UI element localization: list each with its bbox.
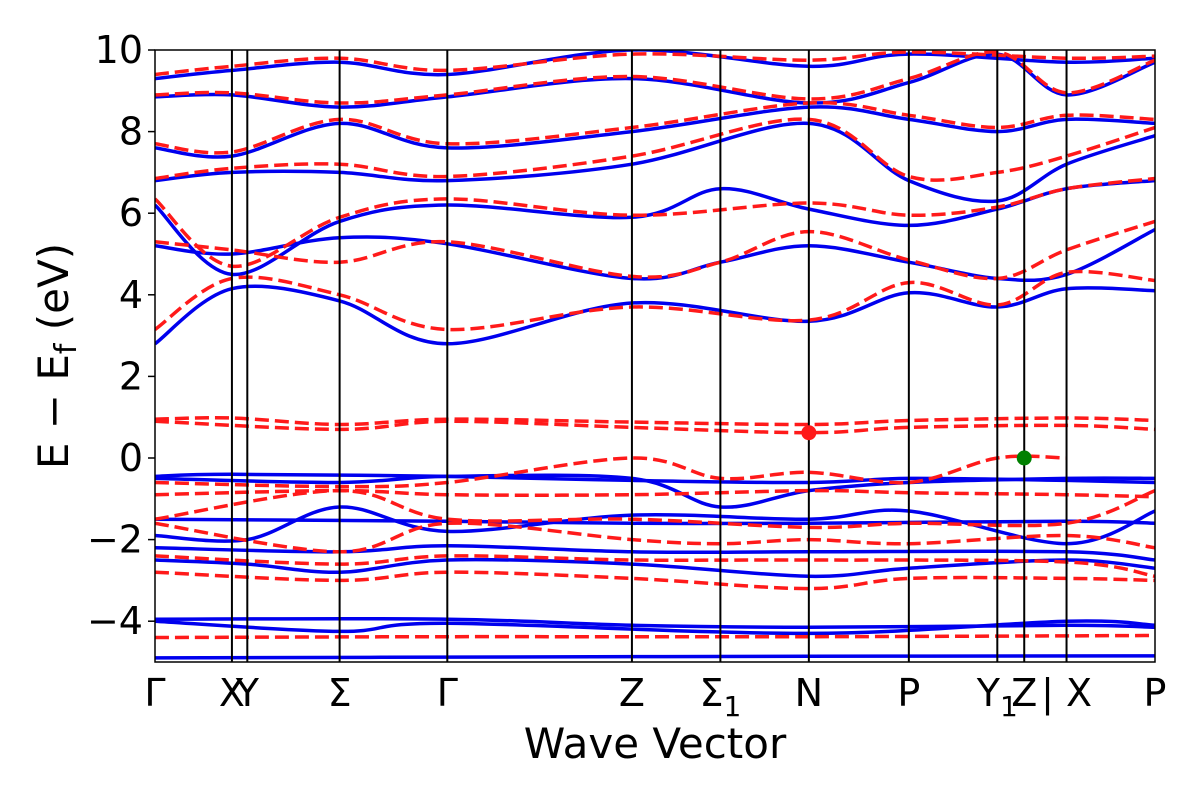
- x-tick-label: Γ: [144, 671, 165, 715]
- x-tick-label: N: [795, 671, 823, 715]
- dashed-band-line-25: [155, 269, 1155, 332]
- x-tick-label: P: [897, 671, 920, 715]
- x-tick-label: X: [219, 671, 245, 715]
- x-tick-label: Y: [235, 671, 260, 715]
- solid-band-line-13: [155, 105, 1155, 159]
- y-tick-label: 2: [119, 354, 143, 398]
- y-tick-label: −2: [87, 518, 143, 562]
- x-tick-label: Σ: [328, 671, 352, 715]
- dashed-band-line-16: [155, 633, 1155, 640]
- band-lines: [155, 50, 1155, 660]
- point-markers: [801, 425, 1032, 466]
- x-tick-label: Σ1: [699, 671, 741, 723]
- dashed-band-line-29: [155, 100, 1155, 155]
- dashed-band-line-19: [155, 521, 1155, 554]
- y-tick-label: 6: [119, 191, 143, 235]
- solid-band-line-9: [155, 284, 1155, 346]
- y-tick-label: 4: [119, 273, 143, 317]
- x-tick-label: Z: [1011, 671, 1037, 715]
- y-axis-label-sub: f: [49, 342, 84, 354]
- x-axis-label: Wave Vector: [524, 719, 787, 768]
- y-ticks: −4 −2 0 2 4 6 8 10: [87, 28, 155, 643]
- x-tick-label: P: [1144, 671, 1167, 715]
- solid-band-line-8: [155, 472, 1155, 485]
- solid-band-line-6: [155, 517, 1155, 526]
- y-tick-label: −4: [87, 599, 143, 643]
- dashed-band-line-28: [155, 117, 1155, 182]
- solid-band-line-2: [155, 619, 1155, 636]
- y-axis-label: E − Ef (eV): [29, 243, 84, 469]
- solid-band-line-5: [155, 505, 1155, 546]
- plot-frame: [154, 49, 1156, 663]
- y-axis-label-unit: (eV): [29, 243, 78, 344]
- x-tick-label: Y1: [976, 671, 1018, 723]
- y-tick-label: 0: [119, 436, 143, 480]
- y-tick-label: 8: [119, 110, 143, 154]
- solid-band-line-12: [155, 121, 1155, 204]
- x-tick-label: Γ: [437, 671, 458, 715]
- dashed-band-line-22: [155, 454, 1067, 489]
- y-tick-label: 10: [95, 28, 143, 72]
- y-axis-label-main: E − E: [29, 354, 78, 469]
- dashed-band-line-17: [155, 570, 1155, 591]
- point-marker-0: [801, 425, 817, 441]
- x-tick-label: | X: [1041, 671, 1092, 716]
- dashed-band-line-31: [155, 50, 1155, 77]
- solid-band-line-0: [155, 654, 1155, 660]
- dashed-band-line-24: [155, 416, 1155, 427]
- dashed-band-line-30: [155, 50, 1155, 105]
- x-tick-label: Z: [619, 671, 645, 715]
- point-marker-1: [1016, 450, 1032, 466]
- solid-band-line-10: [155, 227, 1155, 283]
- solid-band-line-1: [155, 616, 1155, 630]
- dashed-band-line-27: [155, 176, 1155, 268]
- solid-band-line-15: [155, 50, 1155, 81]
- high-symmetry-lines: [230, 50, 1068, 662]
- dashed-band-line-26: [155, 219, 1155, 281]
